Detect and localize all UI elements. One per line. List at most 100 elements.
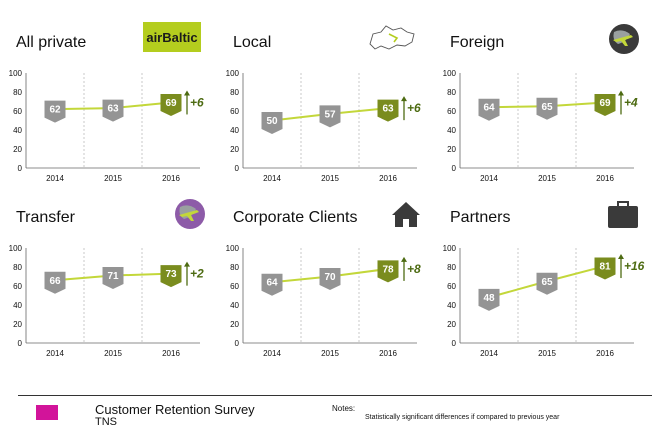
x-tick-label: 2015 [321,349,339,358]
change-arrow-head [618,90,624,96]
y-tick-label: 100 [443,69,457,78]
chart-panel: Local 0 20 40 60 80 100 2014 2015 2016 50 57 63 +6 [225,22,440,197]
chart-title: Local [233,34,272,51]
y-tick-label: 60 [447,107,456,116]
data-label: 62 [49,105,61,116]
y-tick-label: 0 [452,339,457,348]
data-point-marker [536,272,558,295]
y-tick-label: 40 [13,126,22,135]
y-tick-label: 0 [18,164,23,173]
y-tick-label: 80 [230,263,239,272]
x-tick-label: 2014 [480,174,498,183]
data-point-marker [261,273,283,296]
data-label: 57 [324,109,336,120]
data-label: 48 [483,293,495,304]
transfer-globe-icon [158,197,208,233]
y-tick-label: 20 [13,320,22,329]
data-point-marker [102,267,124,290]
chart-title: Transfer [16,209,75,226]
data-label: 66 [49,276,61,287]
y-tick-label: 60 [13,282,22,291]
briefcase-icon [592,197,642,233]
data-label: 64 [266,278,278,289]
y-tick-label: 40 [230,126,239,135]
change-arrow-head [401,256,407,262]
x-tick-label: 2014 [263,174,281,183]
x-tick-label: 2014 [46,174,64,183]
y-tick-label: 80 [447,263,456,272]
data-label: 65 [541,277,553,288]
line-chart: 0 20 40 60 80 100 2014 2015 2016 64 70 78 +8 [226,244,421,358]
data-label: 69 [599,98,611,109]
change-value: +8 [407,262,421,276]
data-point-marker [377,260,399,283]
data-label: 63 [107,104,119,115]
y-tick-label: 20 [447,145,456,154]
data-label: 65 [541,102,553,113]
y-tick-label: 100 [443,244,457,253]
x-tick-label: 2016 [379,174,397,183]
y-tick-label: 40 [447,301,456,310]
change-value: +6 [190,95,204,109]
notes-label: Notes: [332,404,356,413]
y-tick-label: 40 [447,126,456,135]
footer-title: Customer Retention Survey [95,402,255,417]
data-point-marker [478,98,500,121]
y-tick-label: 0 [235,164,240,173]
y-tick-label: 0 [452,164,457,173]
x-tick-label: 2014 [263,349,281,358]
data-label: 69 [165,98,177,109]
data-label: 81 [599,262,611,273]
footer-divider [18,395,652,396]
y-tick-label: 60 [230,282,239,291]
data-label: 64 [483,103,495,114]
x-tick-label: 2015 [538,349,556,358]
x-tick-label: 2016 [379,349,397,358]
line-chart: 0 20 40 60 80 100 2014 2015 2016 62 63 69 +6 [9,69,204,183]
change-arrow-head [184,90,190,96]
data-point-marker [594,93,616,116]
data-point-marker [478,288,500,311]
data-point-marker [44,271,66,294]
data-label: 73 [165,269,177,280]
data-point-marker [377,99,399,122]
x-tick-label: 2014 [46,349,64,358]
change-value: +16 [624,259,645,273]
y-tick-label: 20 [230,145,239,154]
data-point-marker [160,265,182,288]
x-tick-label: 2016 [162,174,180,183]
y-tick-label: 100 [226,69,240,78]
change-value: +4 [624,95,638,109]
logo-text: airBaltic [146,29,198,45]
x-tick-label: 2014 [480,349,498,358]
x-tick-label: 2016 [596,174,614,183]
data-label: 71 [107,271,119,282]
house-icon [375,197,425,233]
data-label: 50 [266,116,278,127]
footer-subtitle: TNS [95,416,117,428]
chart-title: Partners [450,209,511,226]
y-tick-label: 60 [230,107,239,116]
change-value: +6 [407,101,421,115]
line-chart: 0 20 40 60 80 100 2014 2015 2016 66 71 73 +2 [9,244,204,358]
y-tick-label: 60 [13,107,22,116]
y-tick-label: 20 [230,320,239,329]
data-label: 70 [324,272,336,283]
latvia-map-icon [367,22,417,58]
y-tick-label: 40 [230,301,239,310]
change-arrow-head [401,96,407,102]
data-point-marker [44,100,66,123]
y-tick-label: 40 [13,301,22,310]
data-point-marker [319,268,341,290]
data-point-marker [160,93,182,116]
chart-panel: Foreign 0 20 40 60 80 100 2014 2015 2016 64 65 69 +4 [442,22,657,197]
change-arrow-head [184,261,190,267]
brand-color-block [36,405,58,420]
data-point-marker [594,257,616,280]
data-label: 78 [382,264,394,275]
chart-panel: Transfer 0 20 40 60 80 100 2014 2015 2016 66 71 73 +2 [8,197,223,372]
data-point-marker [102,99,124,122]
data-point-marker [319,105,341,128]
y-tick-label: 80 [13,88,22,97]
chart-title: Corporate Clients [233,209,358,226]
